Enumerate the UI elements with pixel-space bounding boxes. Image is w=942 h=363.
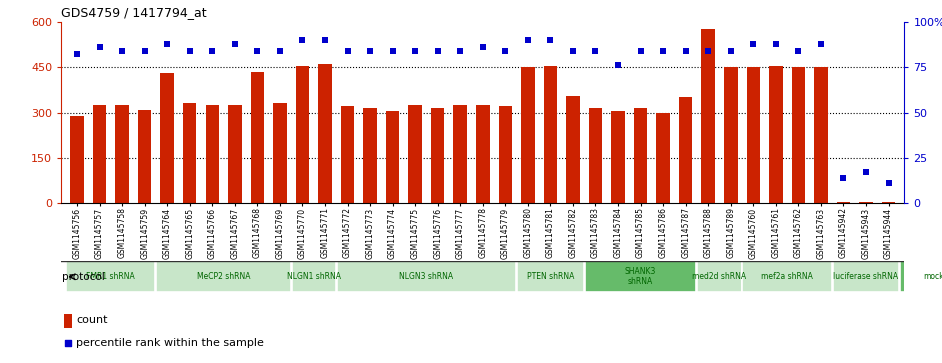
Bar [228, 105, 241, 203]
Point [159, 41, 174, 46]
Bar [341, 106, 354, 203]
Bar [611, 111, 625, 203]
Text: MeCP2 shRNA: MeCP2 shRNA [197, 272, 251, 281]
Bar [746, 67, 760, 203]
Text: SHANK3
shRNA: SHANK3 shRNA [625, 267, 657, 286]
Point [497, 48, 512, 54]
Bar [859, 202, 872, 203]
Point [92, 44, 107, 50]
Bar [697, 261, 741, 292]
Point [543, 37, 558, 43]
Point [475, 44, 490, 50]
Text: med2d shRNA: med2d shRNA [692, 272, 746, 281]
Point [295, 37, 310, 43]
Point [610, 62, 625, 68]
Text: protocol: protocol [61, 272, 105, 282]
Point [858, 170, 873, 175]
Bar [138, 110, 152, 203]
Bar [836, 202, 851, 203]
Point [836, 175, 851, 181]
Bar [634, 108, 647, 203]
Text: mef2a shRNA: mef2a shRNA [761, 272, 813, 281]
Bar [814, 67, 828, 203]
Point [565, 48, 580, 54]
Text: FMR1 shRNA: FMR1 shRNA [87, 272, 136, 281]
Bar [273, 103, 286, 203]
Point [227, 41, 242, 46]
Point [678, 48, 693, 54]
Bar [901, 261, 942, 292]
Point [115, 48, 130, 54]
Point [769, 41, 784, 46]
Text: luciferase shRNA: luciferase shRNA [834, 272, 899, 281]
Bar [71, 115, 84, 203]
Bar [833, 261, 900, 292]
Text: PTEN shRNA: PTEN shRNA [527, 272, 574, 281]
Bar [318, 64, 332, 203]
Bar [156, 261, 291, 292]
Bar [386, 111, 399, 203]
Point [746, 41, 761, 46]
Point [138, 48, 153, 54]
Point [340, 48, 355, 54]
Text: GDS4759 / 1417794_at: GDS4759 / 1417794_at [61, 6, 207, 19]
Bar [64, 314, 72, 328]
Bar [498, 106, 512, 203]
Bar [160, 73, 174, 203]
Text: NLGN3 shRNA: NLGN3 shRNA [399, 272, 453, 281]
Point [250, 48, 265, 54]
Bar [589, 108, 602, 203]
Bar [364, 108, 377, 203]
Bar [657, 113, 670, 203]
Bar [742, 261, 832, 292]
Bar [296, 66, 309, 203]
Point [520, 37, 535, 43]
Point [363, 48, 378, 54]
Bar [453, 105, 467, 203]
Point [633, 48, 648, 54]
Point [723, 48, 739, 54]
Bar [476, 105, 490, 203]
Point [656, 48, 671, 54]
Bar [769, 66, 783, 203]
Point [272, 48, 287, 54]
Bar [791, 67, 805, 203]
Bar [724, 67, 738, 203]
Point [317, 37, 333, 43]
Bar [93, 105, 106, 203]
Bar [336, 261, 516, 292]
Point [430, 48, 446, 54]
Bar [409, 105, 422, 203]
Point [408, 48, 423, 54]
Bar [517, 261, 584, 292]
Bar [183, 103, 197, 203]
Bar [292, 261, 335, 292]
Point [70, 52, 85, 57]
Text: NLGN1 shRNA: NLGN1 shRNA [286, 272, 341, 281]
Bar [430, 108, 445, 203]
Point [453, 48, 468, 54]
Bar [566, 96, 579, 203]
Bar [205, 105, 219, 203]
Bar [585, 261, 696, 292]
Point [813, 41, 828, 46]
Bar [544, 66, 557, 203]
Bar [251, 72, 264, 203]
Point [791, 48, 806, 54]
Point [701, 48, 716, 54]
Text: percentile rank within the sample: percentile rank within the sample [76, 338, 264, 348]
Point [881, 180, 896, 186]
Point [182, 48, 197, 54]
Bar [679, 97, 692, 203]
Point [204, 48, 219, 54]
Bar [521, 67, 535, 203]
Bar [702, 29, 715, 203]
Point [385, 48, 400, 54]
Bar [115, 105, 129, 203]
Bar [66, 261, 155, 292]
Text: count: count [76, 315, 107, 325]
Point [588, 48, 603, 54]
Point [60, 340, 75, 346]
Text: mock: mock [923, 272, 942, 281]
